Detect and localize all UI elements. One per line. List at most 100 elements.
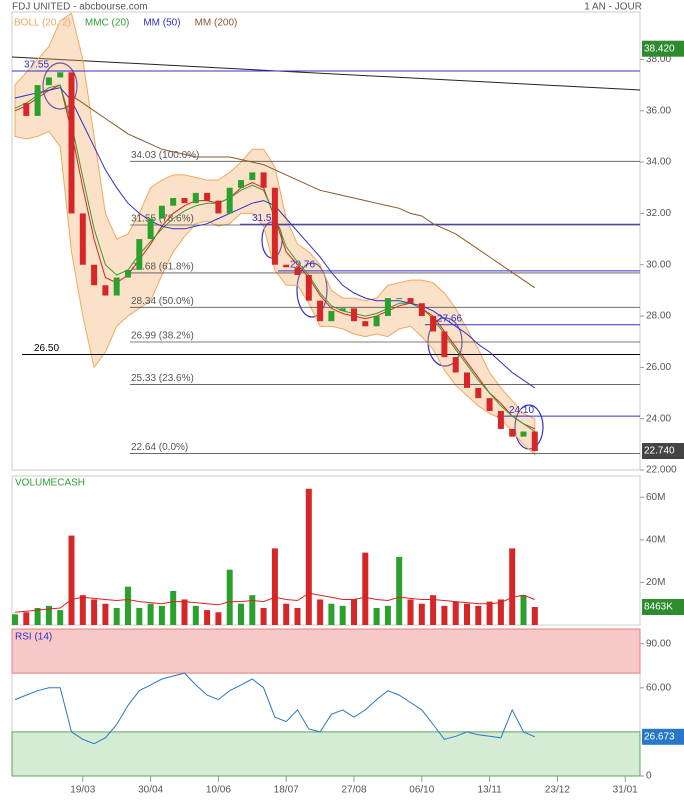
volume-bar bbox=[79, 595, 86, 625]
volume-bar bbox=[136, 607, 143, 625]
candle bbox=[328, 310, 335, 322]
candle bbox=[384, 298, 391, 317]
panel-title: VOLUMECASH bbox=[15, 478, 85, 489]
volume-bar bbox=[362, 552, 369, 625]
volume-bar bbox=[12, 614, 18, 625]
badge-label: 26.673 bbox=[644, 731, 675, 742]
fib-label: 31.55 (78.6%) bbox=[131, 214, 194, 225]
candle bbox=[192, 192, 199, 204]
volume-bar bbox=[418, 603, 425, 625]
candle bbox=[305, 274, 312, 301]
candle bbox=[113, 277, 120, 296]
volume-bar bbox=[45, 605, 52, 625]
y-tick-label: 26.00 bbox=[646, 362, 671, 373]
price-badge bbox=[642, 728, 684, 745]
level-label: 27.66 bbox=[437, 313, 462, 324]
period: 1 AN - JOUR bbox=[584, 2, 642, 13]
volume-bar bbox=[328, 603, 335, 625]
volume-bar bbox=[407, 599, 414, 625]
candle bbox=[204, 192, 211, 201]
y-tick-label: 32.00 bbox=[646, 208, 671, 219]
volume-bar bbox=[396, 556, 403, 625]
volume-bar bbox=[464, 603, 470, 625]
price-badge bbox=[642, 40, 684, 57]
rsi-line bbox=[14, 672, 535, 745]
volume-bar bbox=[147, 603, 154, 625]
volume-bar bbox=[486, 601, 493, 625]
volume-bar bbox=[283, 603, 290, 625]
candle bbox=[520, 431, 527, 437]
candle bbox=[396, 298, 403, 300]
fib-label: 26.99 (38.2%) bbox=[131, 331, 194, 342]
fib-label: 29.68 (61.8%) bbox=[131, 262, 194, 273]
volume-bar bbox=[520, 595, 527, 625]
moving-average bbox=[71, 94, 536, 289]
legend-entry: MM (50) bbox=[143, 18, 180, 29]
volume-bar bbox=[475, 605, 482, 625]
volume-bar bbox=[373, 607, 380, 625]
trend-line bbox=[11, 56, 641, 91]
candle bbox=[430, 316, 437, 332]
candle bbox=[497, 410, 504, 429]
candle bbox=[125, 269, 131, 278]
badge-label: 8463K bbox=[644, 602, 673, 613]
candle bbox=[475, 387, 482, 399]
candle bbox=[226, 187, 233, 214]
candle bbox=[215, 200, 222, 214]
candle bbox=[91, 264, 98, 286]
volume-bar bbox=[509, 548, 516, 625]
candle bbox=[181, 198, 188, 204]
candle bbox=[147, 218, 154, 240]
candle bbox=[509, 428, 516, 437]
candle bbox=[57, 72, 64, 78]
volume-bar bbox=[339, 605, 346, 625]
volume-bar bbox=[430, 595, 437, 625]
y-tick-label: 22.000 bbox=[646, 465, 677, 476]
volume-bar bbox=[113, 607, 120, 625]
volume-bar bbox=[384, 605, 391, 625]
candle bbox=[45, 77, 52, 86]
price-panel bbox=[11, 11, 641, 471]
volume-panel bbox=[11, 475, 641, 626]
candle bbox=[486, 398, 493, 411]
candle bbox=[351, 308, 357, 322]
volume-bar bbox=[271, 548, 278, 625]
candle bbox=[283, 264, 290, 268]
x-tick-label: 27/08 bbox=[341, 785, 366, 796]
candle bbox=[102, 285, 109, 296]
y-tick-label: 34.00 bbox=[646, 157, 671, 168]
y-tick-label: 20M bbox=[646, 577, 665, 588]
y-tick-label: 90.00 bbox=[646, 638, 671, 649]
candle bbox=[170, 198, 177, 206]
volume-bar bbox=[68, 535, 75, 625]
volume-bar bbox=[305, 488, 312, 625]
y-tick-label: 0 bbox=[646, 771, 652, 782]
legend-entry: MMC (20) bbox=[85, 18, 129, 29]
y-tick-label: 38.00 bbox=[646, 54, 671, 65]
level-label: 26.50 bbox=[34, 343, 59, 354]
candle bbox=[452, 357, 459, 373]
x-tick-label: 18/07 bbox=[274, 785, 299, 796]
volume-bar bbox=[181, 599, 188, 625]
y-tick-label: 60M bbox=[646, 492, 665, 503]
y-tick-label: 60.00 bbox=[646, 682, 671, 693]
volume-bar bbox=[260, 607, 267, 625]
volume-bar bbox=[125, 586, 131, 625]
candle bbox=[317, 300, 324, 322]
candle bbox=[418, 303, 425, 317]
x-tick-label: 31/01 bbox=[613, 785, 638, 796]
level-label: 24.10 bbox=[509, 405, 534, 416]
candle bbox=[260, 172, 267, 188]
volume-average bbox=[14, 592, 535, 613]
candle bbox=[23, 103, 30, 116]
candle bbox=[531, 431, 538, 452]
volume-bar bbox=[204, 610, 211, 625]
candle bbox=[249, 172, 256, 181]
volume-bar bbox=[351, 599, 357, 625]
volume-bar bbox=[531, 606, 538, 625]
x-tick-label: 19/03 bbox=[70, 785, 95, 796]
volume-bar bbox=[441, 605, 448, 625]
candle bbox=[373, 316, 380, 327]
y-tick-label: 24.00 bbox=[646, 413, 671, 424]
candle bbox=[34, 85, 41, 116]
